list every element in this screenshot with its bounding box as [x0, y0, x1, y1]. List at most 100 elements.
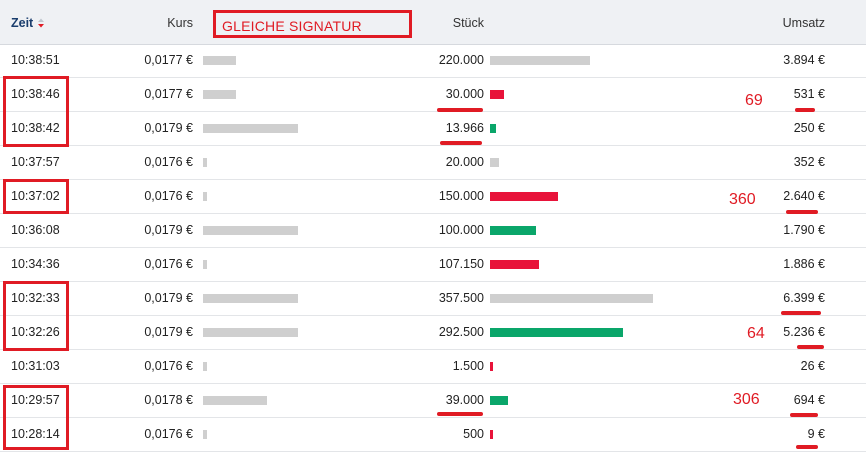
qty-underline — [437, 412, 483, 416]
price-level-bar — [203, 226, 298, 235]
trade-price: 0,0176 € — [144, 189, 193, 203]
trade-volume: 3.894 € — [783, 53, 825, 67]
trade-price: 0,0176 € — [144, 155, 193, 169]
price-level-bar — [203, 362, 207, 371]
annotation-note: 69 — [745, 92, 763, 109]
table-row[interactable]: 10:29:57 0,0178 € 39.000 694 € — [0, 384, 866, 418]
table-row[interactable]: 10:34:36 0,0176 € 107.150 1.886 € — [0, 248, 866, 282]
price-level-bar — [203, 430, 207, 439]
trade-time: 10:29:57 — [11, 393, 60, 407]
trade-time: 10:32:26 — [11, 325, 60, 339]
trade-time: 10:38:42 — [11, 121, 60, 135]
price-level-bar — [203, 328, 298, 337]
qty-underline — [440, 141, 482, 145]
trade-time: 10:32:33 — [11, 291, 60, 305]
annotation-note: 306 — [733, 391, 760, 408]
time-highlight-box — [3, 385, 69, 450]
table-row[interactable]: 10:37:02 0,0176 € 150.000 2.640 € — [0, 180, 866, 214]
trade-price: 0,0178 € — [144, 393, 193, 407]
column-header-umsatz[interactable]: Umsatz — [782, 16, 825, 30]
table-row[interactable]: 10:38:42 0,0179 € 13.966 250 € — [0, 112, 866, 146]
trade-volume: 26 € — [800, 359, 825, 373]
column-header-kurs[interactable]: Kurs — [167, 16, 193, 30]
signature-annotation-box: GLEICHE SIGNATUR — [213, 10, 412, 38]
trade-quantity: 357.500 — [438, 291, 484, 305]
quantity-bar — [490, 124, 496, 133]
volume-underline — [786, 210, 818, 214]
trade-volume: 531 € — [793, 87, 825, 101]
volume-underline — [797, 345, 824, 349]
trade-volume: 6.399 € — [783, 291, 825, 305]
trade-quantity: 20.000 — [445, 155, 484, 169]
table-row[interactable]: 10:38:51 0,0177 € 220.000 3.894 € — [0, 44, 866, 78]
trade-price: 0,0176 € — [144, 257, 193, 271]
table-row[interactable]: 10:32:33 0,0179 € 357.500 6.399 € — [0, 282, 866, 316]
volume-underline — [781, 311, 821, 315]
trade-price: 0,0179 € — [144, 223, 193, 237]
trade-volume: 694 € — [793, 393, 825, 407]
quantity-bar — [490, 362, 493, 371]
trade-quantity: 150.000 — [438, 189, 484, 203]
volume-underline — [796, 445, 818, 449]
trade-quantity: 30.000 — [445, 87, 484, 101]
price-level-bar — [203, 396, 267, 405]
quantity-bar — [490, 396, 508, 405]
trade-volume: 1.790 € — [783, 223, 825, 237]
time-highlight-box — [3, 76, 69, 147]
trade-price: 0,0177 € — [144, 87, 193, 101]
signature-annotation-text: GLEICHE SIGNATUR — [222, 18, 362, 34]
volume-underline — [795, 108, 815, 112]
trade-time: 10:31:03 — [11, 359, 60, 373]
price-level-bar — [203, 294, 298, 303]
trade-time: 10:38:51 — [11, 53, 60, 67]
time-highlight-box — [3, 179, 69, 214]
table-row[interactable]: 10:28:14 0,0176 € 500 9 € — [0, 418, 866, 452]
column-header-zeit[interactable]: Zeit — [11, 16, 45, 30]
quantity-bar — [490, 56, 590, 65]
trade-price: 0,0176 € — [144, 427, 193, 441]
trade-price: 0,0177 € — [144, 53, 193, 67]
trade-time: 10:37:02 — [11, 189, 60, 203]
trade-quantity: 500 — [463, 427, 484, 441]
price-level-bar — [203, 158, 207, 167]
quantity-bar — [490, 158, 499, 167]
quantity-bar — [490, 90, 504, 99]
volume-underline — [790, 413, 818, 417]
trade-volume: 9 € — [807, 427, 825, 441]
trade-time: 10:37:57 — [11, 155, 60, 169]
trade-price: 0,0179 € — [144, 291, 193, 305]
trade-quantity: 220.000 — [438, 53, 484, 67]
qty-underline — [437, 108, 483, 112]
trade-volume: 2.640 € — [783, 189, 825, 203]
sort-icon[interactable] — [37, 18, 45, 28]
trade-quantity: 13.966 — [445, 121, 484, 135]
table-row[interactable]: 10:32:26 0,0179 € 292.500 5.236 € — [0, 316, 866, 350]
table-header: Zeit Kurs Stück Umsatz GLEICHE SIGNATUR — [0, 0, 866, 45]
table-row[interactable]: 10:37:57 0,0176 € 20.000 352 € — [0, 146, 866, 180]
trade-time: 10:34:36 — [11, 257, 60, 271]
quantity-bar — [490, 260, 539, 269]
quantity-bar — [490, 430, 493, 439]
table-row[interactable]: 10:38:46 0,0177 € 30.000 531 € — [0, 78, 866, 112]
table-row[interactable]: 10:31:03 0,0176 € 1.500 26 € — [0, 350, 866, 384]
trade-quantity: 39.000 — [445, 393, 484, 407]
trade-quantity: 292.500 — [438, 325, 484, 339]
trade-price: 0,0179 € — [144, 121, 193, 135]
trade-volume: 250 € — [793, 121, 825, 135]
trade-quantity: 1.500 — [452, 359, 484, 373]
price-level-bar — [203, 56, 236, 65]
trade-volume: 5.236 € — [783, 325, 825, 339]
time-highlight-box — [3, 281, 69, 351]
trade-volume: 1.886 € — [783, 257, 825, 271]
annotation-note: 360 — [729, 191, 756, 208]
trade-time: 10:28:14 — [11, 427, 60, 441]
price-level-bar — [203, 124, 298, 133]
quantity-bar — [490, 328, 623, 337]
trade-volume: 352 € — [793, 155, 825, 169]
column-header-stueck[interactable]: Stück — [452, 16, 484, 30]
table-row[interactable]: 10:36:08 0,0179 € 100.000 1.790 € — [0, 214, 866, 248]
quantity-bar — [490, 192, 558, 201]
trade-quantity: 107.150 — [438, 257, 484, 271]
price-level-bar — [203, 192, 207, 201]
price-level-bar — [203, 90, 236, 99]
